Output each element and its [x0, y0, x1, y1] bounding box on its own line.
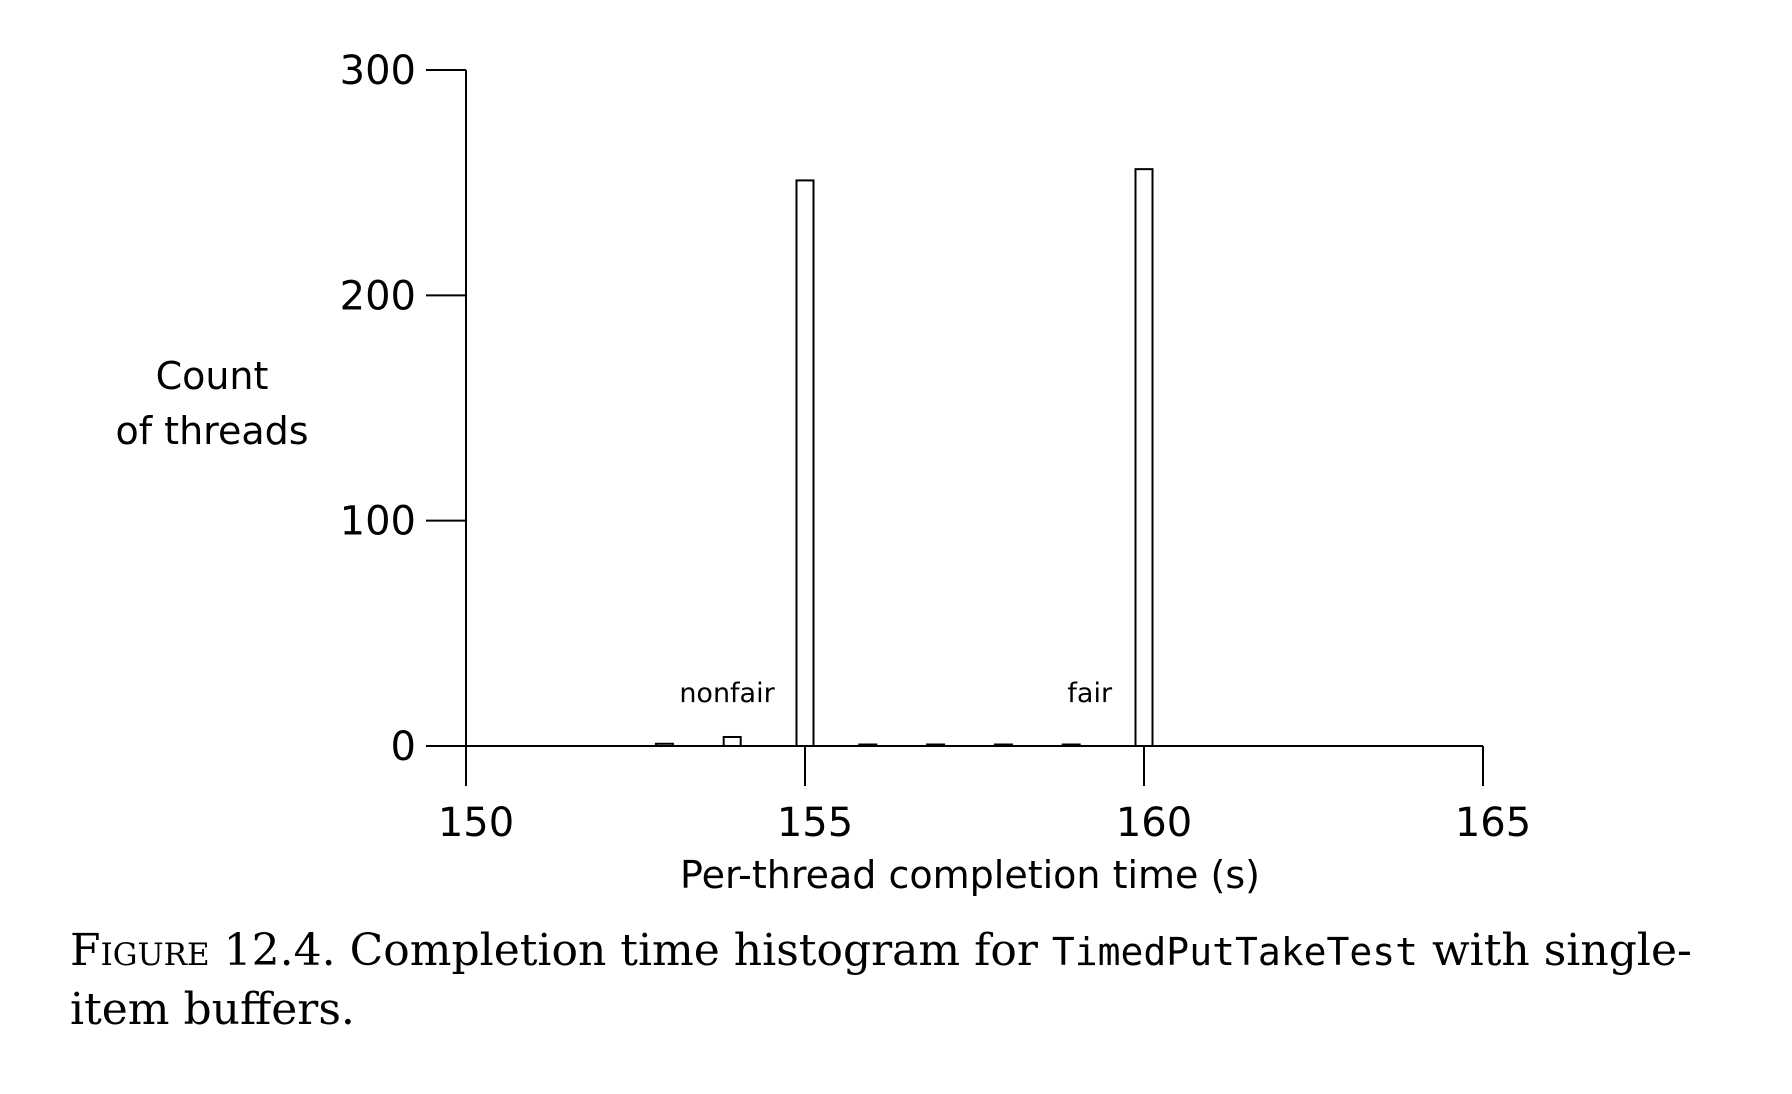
- bar-157: [926, 743, 946, 747]
- x-tick-label: 165: [1455, 800, 1531, 846]
- y-tick-label: 300: [340, 48, 416, 94]
- x-tick-label: 155: [777, 800, 853, 846]
- annotation-fair: fair: [1067, 678, 1113, 709]
- x-tick-label: 160: [1116, 800, 1192, 846]
- y-tick-label: 0: [391, 724, 416, 770]
- figure-caption: Figure 12.4. Completion time histogram f…: [70, 922, 1770, 1039]
- labels: nonfair fair Count of threads Per-thread com…: [115, 354, 1260, 897]
- y-axis-label-line: Count: [156, 354, 269, 398]
- x-axis-label: Per-thread completion time (s): [680, 853, 1260, 897]
- y-tick-label: 200: [340, 273, 416, 319]
- bar-159: [1061, 743, 1081, 747]
- x-tick-label: 150: [438, 800, 514, 846]
- caption-label: Figure 12.4.: [70, 925, 336, 976]
- caption-text-before: Completion time histogram for: [349, 925, 1038, 976]
- y-tick-label: 100: [340, 499, 416, 545]
- bar-153: [654, 742, 674, 747]
- y-axis-label: Count of threads: [115, 354, 308, 453]
- bar-155: [795, 179, 815, 747]
- caption-text-after: with single-item buffers.: [70, 925, 1692, 1035]
- bar-158: [993, 743, 1013, 747]
- bars: [654, 168, 1154, 748]
- axes: 0 100 200 300 150 155 160 165: [340, 48, 1532, 846]
- bar-160: [1134, 168, 1154, 747]
- annotation-nonfair: nonfair: [679, 678, 775, 709]
- y-axis-label-line: of threads: [115, 409, 308, 453]
- histogram-chart: 0 100 200 300 150 155 160 165 nonfair fair Count o…: [115, 48, 1532, 897]
- caption-code: TimedPutTakeTest: [1051, 930, 1418, 974]
- bar-154: [722, 735, 742, 748]
- bar-156: [858, 743, 878, 747]
